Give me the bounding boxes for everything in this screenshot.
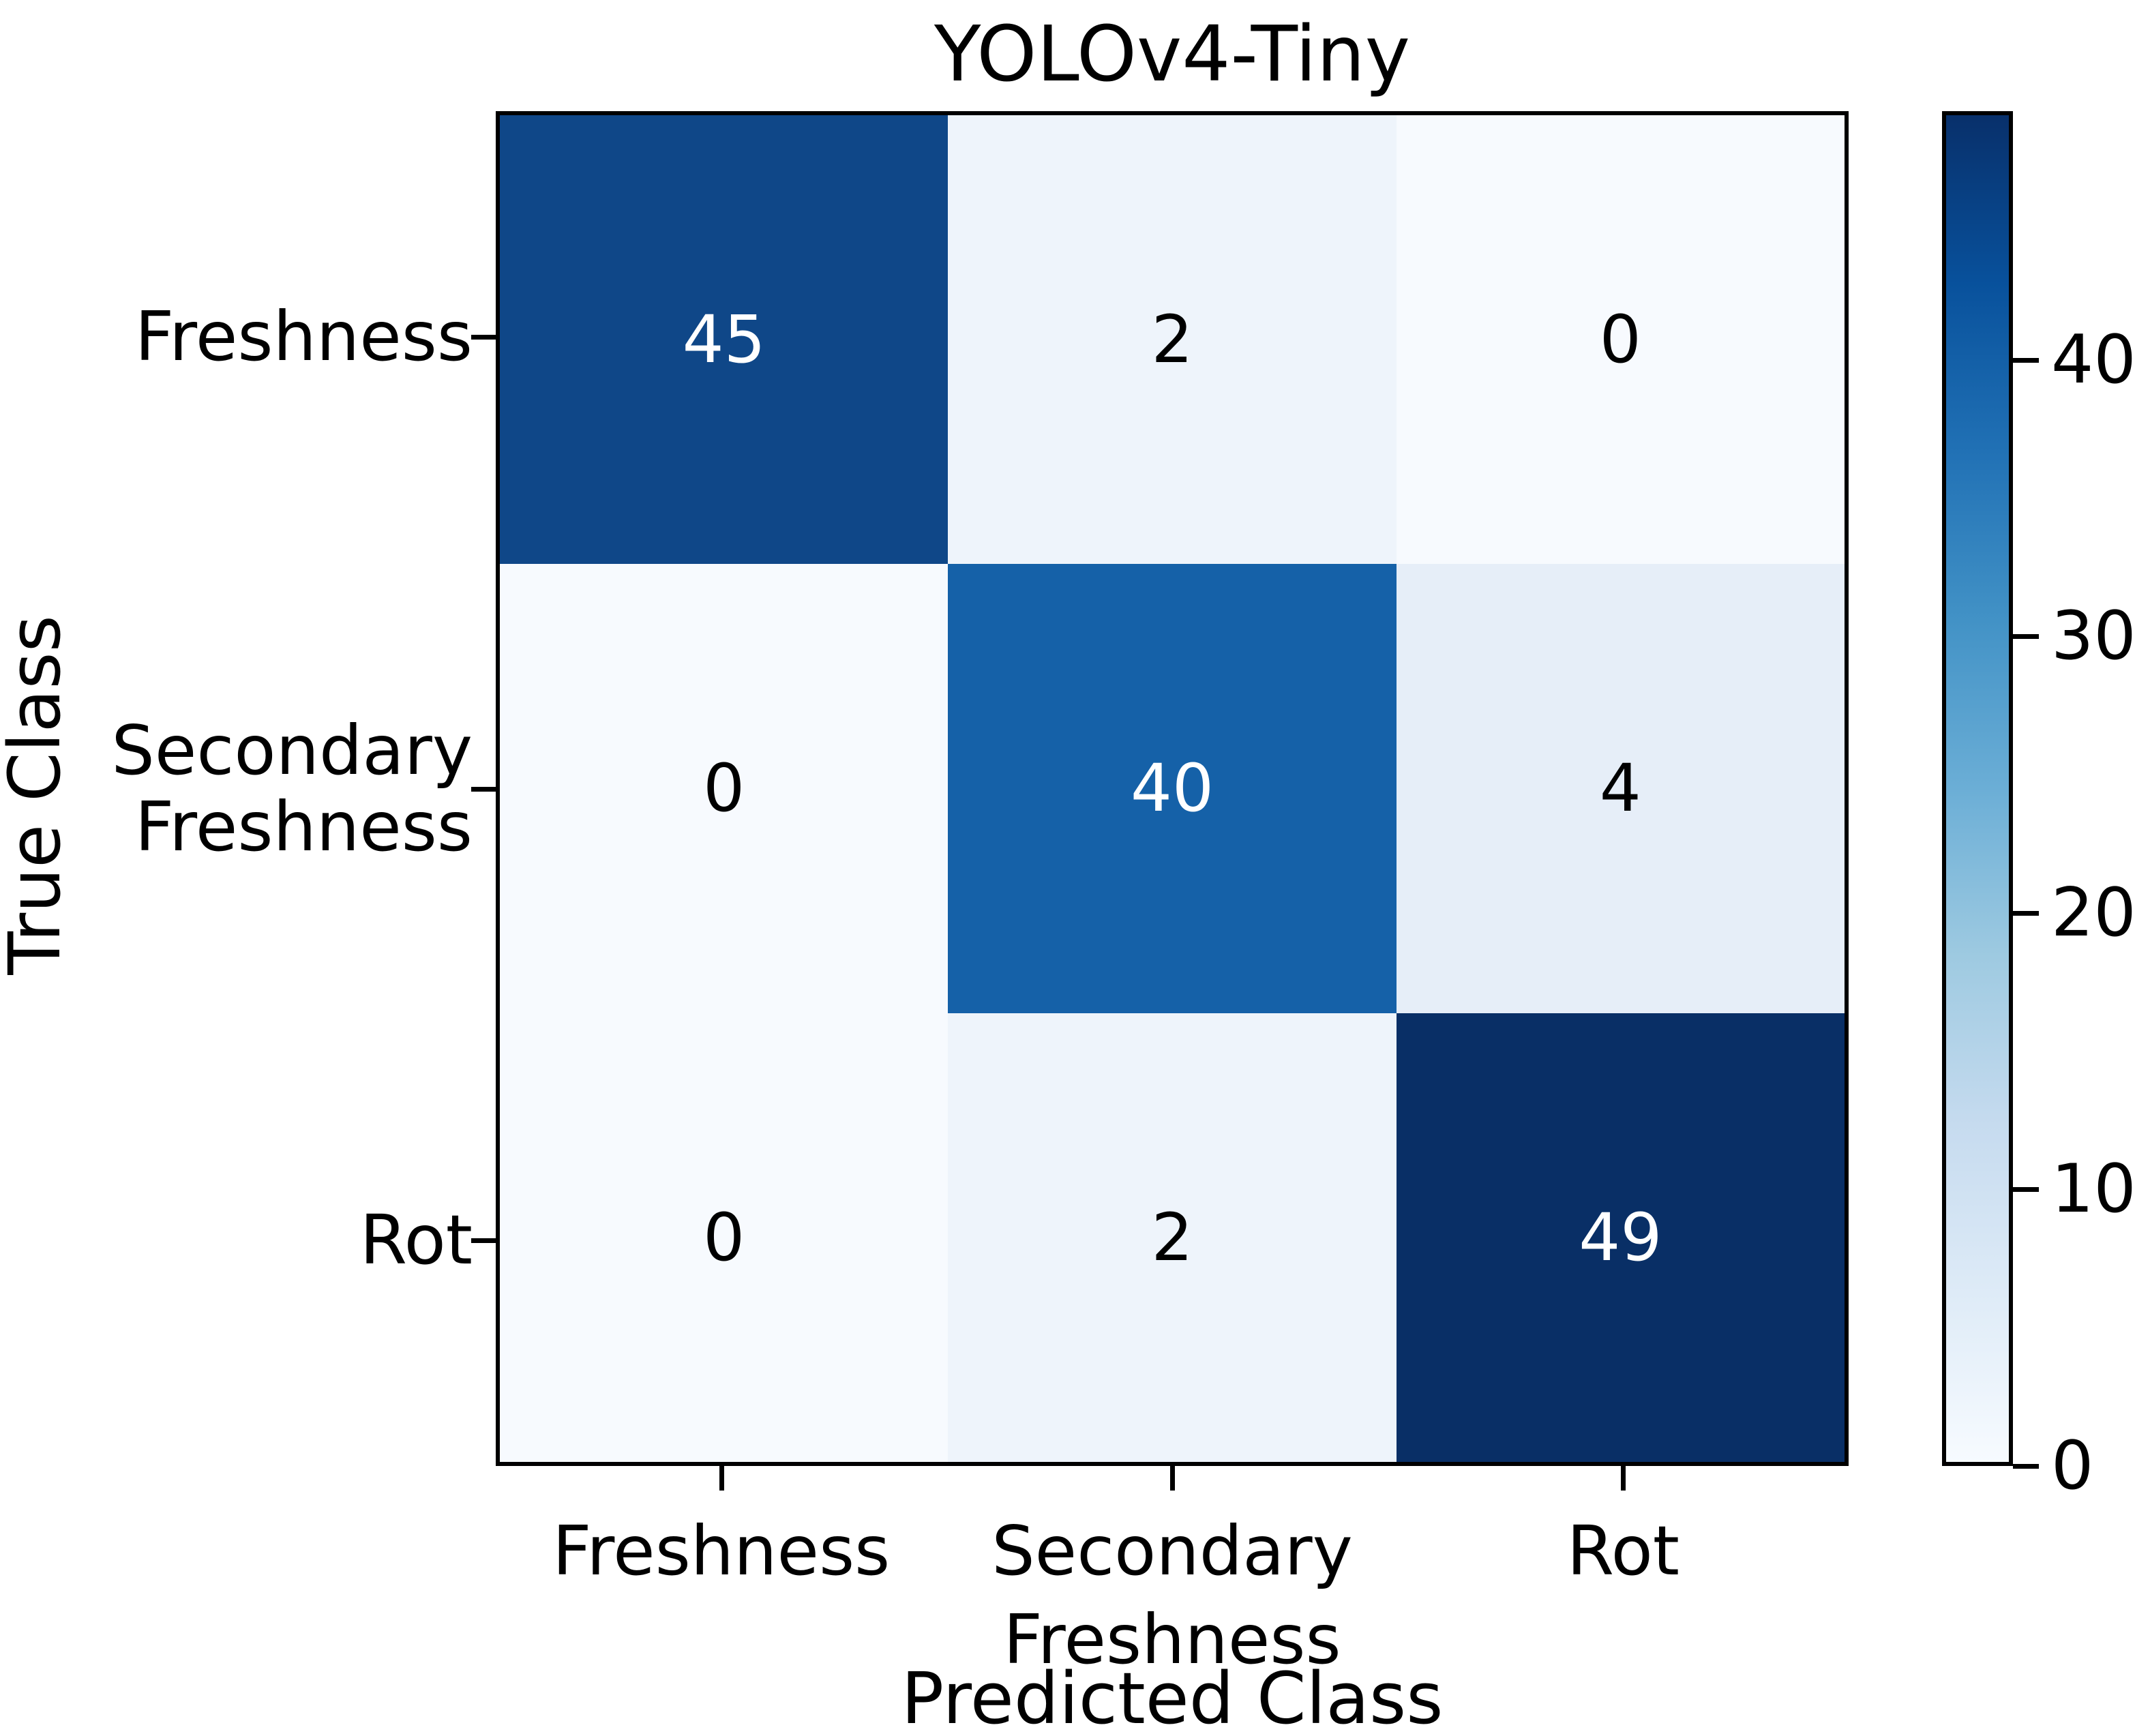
colorbar-tick-label-0: 0 bbox=[2051, 1427, 2094, 1505]
y-tick-mark-1 bbox=[471, 786, 496, 792]
x-axis-title: Predicted Class bbox=[901, 1657, 1444, 1736]
colorbar-tick-mark-30 bbox=[2013, 634, 2039, 640]
colorbar-tick-mark-40 bbox=[2013, 357, 2039, 363]
y-tick-mark-0 bbox=[471, 335, 496, 340]
x-tick-label-line: Secondary bbox=[991, 1511, 1353, 1591]
x-tick-mark-0 bbox=[719, 1466, 724, 1491]
cell-r1-c0: 0 bbox=[500, 564, 949, 1013]
colorbar-tick-mark-20 bbox=[2013, 910, 2039, 916]
y-tick-label-1: Secondary Freshness bbox=[0, 710, 473, 867]
y-tick-label-line: Secondary bbox=[111, 710, 473, 790]
x-tick-mark-2 bbox=[1621, 1466, 1626, 1491]
cell-r0-c2: 0 bbox=[1396, 115, 1845, 565]
x-tick-label-line: Freshness bbox=[552, 1511, 891, 1591]
y-tick-label-line: Freshness bbox=[134, 297, 473, 377]
x-tick-label-line: Freshness bbox=[1003, 1600, 1341, 1679]
colorbar-tick-label-40: 40 bbox=[2051, 320, 2136, 399]
cell-r1-c2: 4 bbox=[1396, 564, 1845, 1013]
x-tick-label-0: Freshness bbox=[415, 1507, 1028, 1596]
chart-title: YOLOv4-Tiny bbox=[934, 10, 1411, 99]
y-tick-mark-2 bbox=[471, 1238, 496, 1243]
cell-r2-c0: 0 bbox=[500, 1013, 949, 1462]
y-tick-label-line: Freshness bbox=[134, 786, 473, 867]
cell-r1-c1: 40 bbox=[948, 564, 1397, 1013]
x-tick-label-line: Rot bbox=[1566, 1511, 1680, 1591]
y-tick-label-2: Rot bbox=[0, 1199, 473, 1280]
y-tick-label-line: Rot bbox=[359, 1199, 473, 1280]
heatmap-grid: 45 2 0 0 40 4 0 2 49 bbox=[496, 111, 1849, 1466]
colorbar-tick-label-30: 30 bbox=[2051, 597, 2136, 676]
colorbar-tick-label-10: 10 bbox=[2051, 1150, 2136, 1229]
x-tick-mark-1 bbox=[1170, 1466, 1175, 1491]
cell-r0-c1: 2 bbox=[948, 115, 1397, 565]
y-tick-label-0: Freshness bbox=[0, 299, 473, 375]
colorbar-tick-label-20: 20 bbox=[2051, 873, 2136, 952]
cell-r2-c1: 2 bbox=[948, 1013, 1397, 1462]
x-tick-label-1: Secondary Freshness bbox=[865, 1507, 1479, 1684]
colorbar-tick-mark-10 bbox=[2013, 1187, 2039, 1193]
cell-r2-c2: 49 bbox=[1396, 1013, 1845, 1462]
x-tick-label-2: Rot bbox=[1316, 1507, 1930, 1596]
cell-r0-c0: 45 bbox=[500, 115, 949, 565]
colorbar-tick-mark-0 bbox=[2013, 1464, 2039, 1469]
colorbar bbox=[1942, 111, 2013, 1466]
